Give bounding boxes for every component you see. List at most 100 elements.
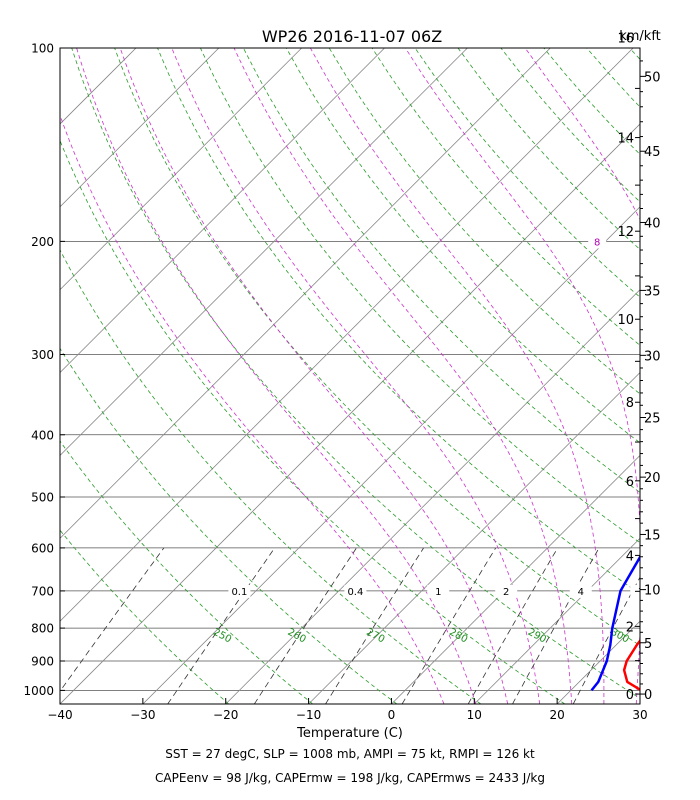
kft-tick-label: 15 bbox=[644, 528, 661, 543]
mixing-ratio-line bbox=[401, 547, 497, 704]
x-tick-label: −10 bbox=[296, 708, 321, 722]
moist-adiabat-line bbox=[76, 48, 477, 704]
km-tick-label: 14 bbox=[617, 132, 634, 147]
mixing-ratio-line bbox=[572, 576, 640, 704]
dry-adiabat-label: 260 bbox=[286, 627, 308, 646]
isotherm-line bbox=[142, 206, 640, 704]
moist-adiabat-line bbox=[233, 48, 573, 704]
mixing-ratio-line bbox=[60, 547, 165, 692]
pressure-tick-label: 400 bbox=[31, 428, 54, 442]
km-tick-label: 12 bbox=[617, 225, 634, 240]
moist-adiabat-line bbox=[524, 48, 640, 221]
isotherm-line bbox=[474, 537, 640, 704]
km-tick-label: 0 bbox=[626, 688, 634, 703]
pressure-tick-label: 1000 bbox=[23, 684, 54, 698]
isotherm-line bbox=[308, 372, 640, 704]
kft-tick-label: 30 bbox=[644, 349, 661, 364]
moist-adiabat-line bbox=[670, 48, 700, 704]
moist-adiabat-line bbox=[405, 48, 640, 704]
dry-adiabat-line bbox=[457, 48, 640, 250]
mixing-ratio-label-bg bbox=[495, 584, 518, 598]
kft-tick-label: 20 bbox=[644, 471, 661, 486]
mixing-ratio-label-bg bbox=[672, 585, 694, 598]
mixing-ratio-line bbox=[467, 547, 559, 704]
x-tick-label: −20 bbox=[213, 708, 238, 722]
x-tick-label: −30 bbox=[130, 708, 155, 722]
mixing-ratio-line bbox=[253, 547, 357, 704]
kft-tick-label: 10 bbox=[644, 584, 661, 599]
dry-adiabat-line bbox=[200, 48, 640, 544]
mixing-ratio-label: 7 bbox=[638, 587, 644, 598]
mixing-ratio-line bbox=[512, 547, 600, 704]
dry-adiabat-line bbox=[60, 440, 313, 704]
dry-adiabat-label: 250 bbox=[211, 627, 233, 646]
pressure-tick-label: 700 bbox=[31, 584, 54, 598]
mixing-ratio-line bbox=[167, 547, 276, 704]
dry-adiabat-label: 290 bbox=[526, 627, 548, 646]
moist-adiabat-label-bg bbox=[588, 235, 607, 249]
mixing-ratio-label: 0.4 bbox=[347, 587, 363, 598]
moist-adiabat-line bbox=[119, 48, 509, 704]
moist-adiabat-label: 8 bbox=[594, 237, 600, 248]
km-tick-label: 8 bbox=[626, 396, 634, 411]
dry-adiabat-line bbox=[60, 347, 397, 704]
pressure-tick-label: 100 bbox=[31, 42, 54, 56]
moist-adiabat-label-bg bbox=[642, 235, 660, 248]
km-tick-label: 16 bbox=[617, 32, 634, 47]
isotherm-line bbox=[60, 48, 302, 291]
dry-adiabat-line bbox=[243, 48, 640, 493]
temperature-profile-line bbox=[622, 638, 640, 692]
isotherm-line bbox=[225, 289, 640, 704]
km-tick-label: 2 bbox=[626, 620, 634, 635]
dry-adiabat-line bbox=[60, 139, 566, 704]
kft-tick-label: 35 bbox=[644, 284, 661, 299]
mixing-ratio-label-bg bbox=[569, 584, 592, 598]
pressure-tick-label: 300 bbox=[31, 348, 54, 362]
x-tick-label: 30 bbox=[632, 708, 647, 722]
kft-tick-label: 50 bbox=[644, 70, 661, 85]
isotherm-line bbox=[60, 48, 634, 622]
mixing-ratio-label-bg bbox=[344, 584, 367, 598]
moist-adiabat-line bbox=[310, 48, 605, 704]
pressure-tick-label: 200 bbox=[31, 235, 54, 249]
kft-tick-label: 45 bbox=[644, 145, 661, 160]
moist-adiabat-line bbox=[60, 114, 445, 704]
moist-adiabat-label: 12 bbox=[645, 237, 658, 248]
mixing-ratio-label-bg bbox=[427, 584, 450, 598]
x-tick-label: 10 bbox=[467, 708, 482, 722]
isotherm-line bbox=[60, 123, 640, 704]
x-tick-label: 0 bbox=[388, 708, 396, 722]
dry-adiabat-line bbox=[114, 48, 640, 647]
isotherm-line bbox=[60, 48, 385, 374]
pressure-tick-label: 500 bbox=[31, 491, 54, 505]
kft-tick-label: 0 bbox=[644, 688, 652, 703]
pressure-tick-label: 900 bbox=[31, 654, 54, 668]
mixing-ratio-label-bg bbox=[228, 584, 251, 598]
mixing-ratio-label: 4 bbox=[578, 587, 584, 598]
plot-area: 2502602702802903000.10.41247101681216202… bbox=[0, 48, 700, 704]
footer-line-2: CAPEenv = 98 J/kg, CAPErmw = 198 J/kg, C… bbox=[155, 771, 545, 785]
km-tick-label: 10 bbox=[617, 313, 634, 328]
axes: −40 −30 −20 −10 0 10 20 30100200300400500600700… bbox=[23, 32, 660, 722]
isotherm-line bbox=[0, 48, 53, 704]
mixing-ratio-label: 10 bbox=[676, 587, 689, 598]
kft-tick-label: 5 bbox=[644, 637, 652, 652]
chart-title: WP26 2016-11-07 06Z bbox=[262, 27, 442, 46]
dry-adiabat-line bbox=[60, 529, 229, 704]
height-unit-label: km/kft bbox=[619, 29, 661, 44]
isotherm-line bbox=[60, 48, 468, 456]
isotherm-line bbox=[60, 48, 137, 125]
mixing-ratio-label: 2 bbox=[503, 587, 509, 598]
km-tick-label: 6 bbox=[626, 475, 634, 490]
kft-tick-label: 25 bbox=[644, 412, 661, 427]
isotherm-line bbox=[60, 48, 551, 539]
kft-tick-label: 40 bbox=[644, 216, 661, 231]
dry-adiabat-line bbox=[285, 48, 640, 444]
footer-line-1: SST = 27 degC, SLP = 1008 mb, AMPI = 75 … bbox=[165, 747, 535, 761]
km-tick-label: 4 bbox=[626, 549, 634, 564]
mixing-ratio-label: 1 bbox=[435, 587, 441, 598]
pressure-tick-label: 600 bbox=[31, 541, 54, 555]
mixing-ratio-label: 0.1 bbox=[231, 587, 247, 598]
x-axis-label: Temperature (C) bbox=[296, 726, 403, 741]
